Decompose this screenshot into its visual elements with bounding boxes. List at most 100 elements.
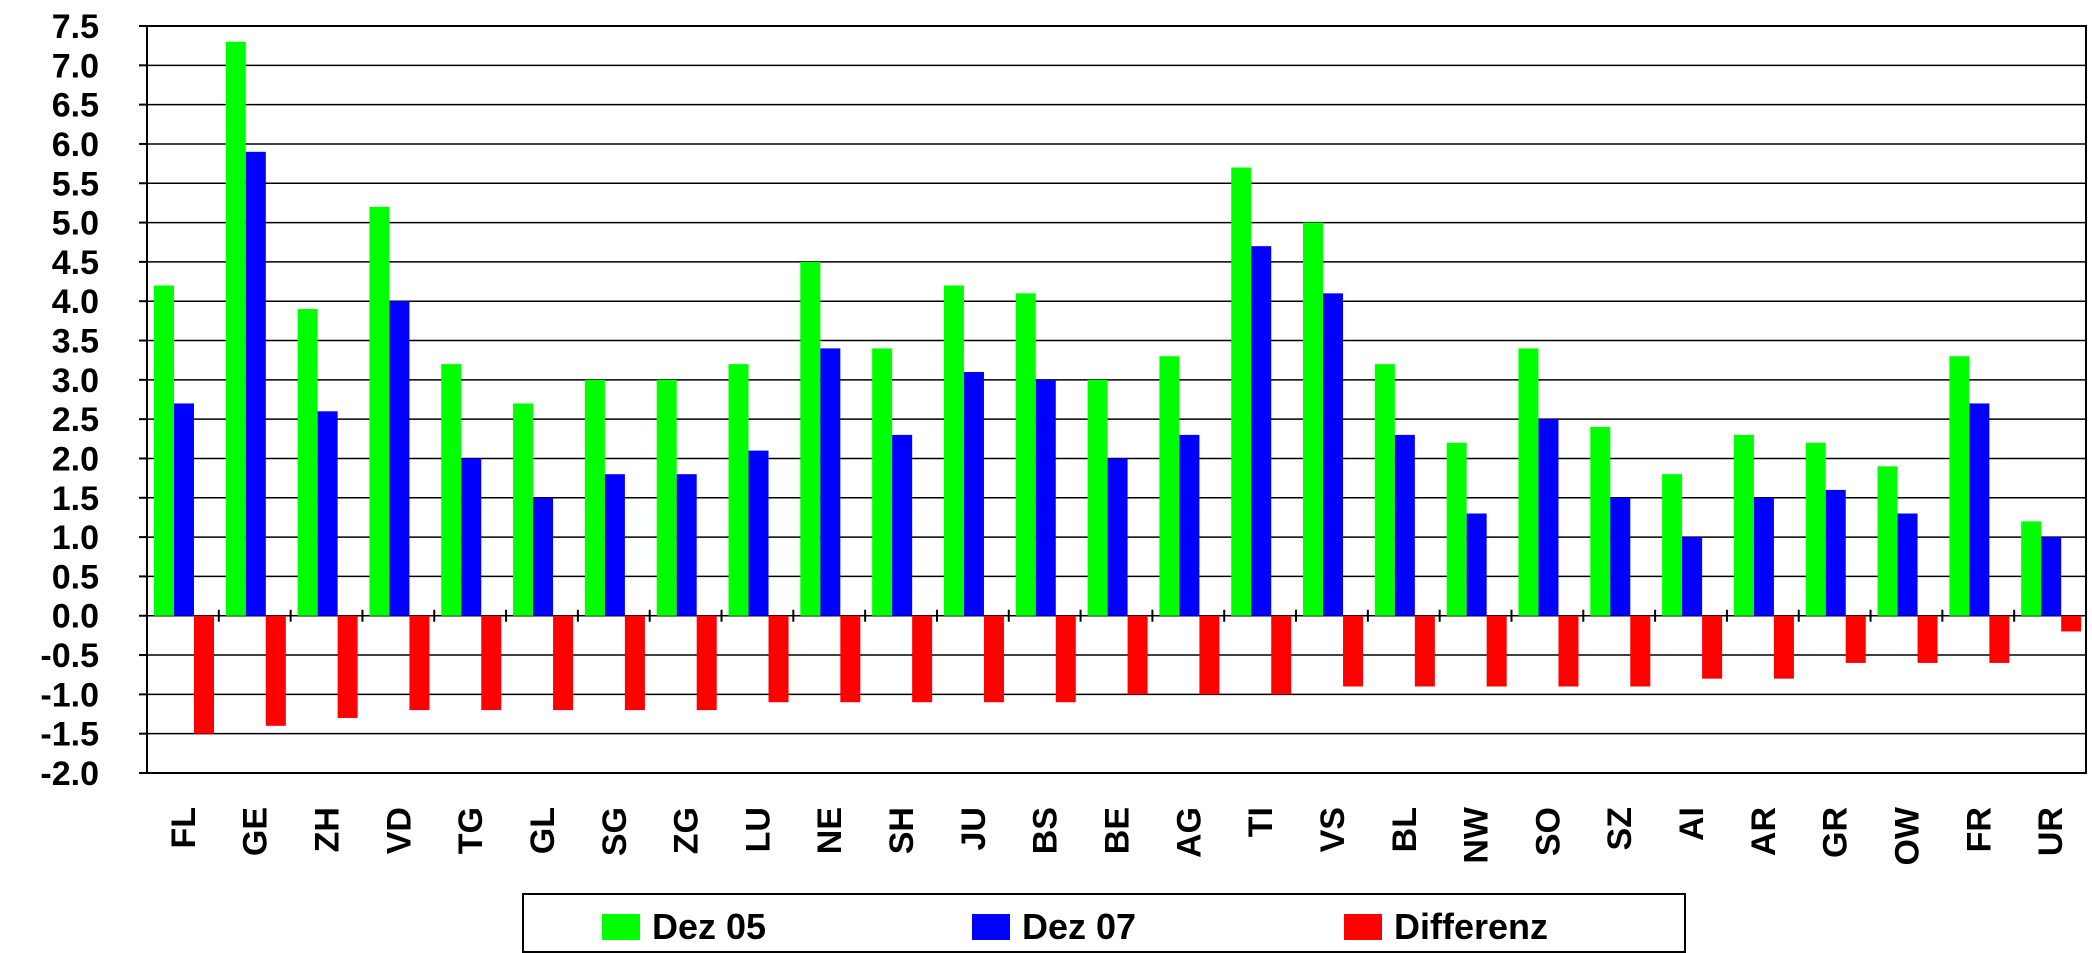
x-tick-label: SG	[596, 807, 634, 856]
x-tick-label: FL	[165, 807, 203, 849]
bar-dez-07-ne	[820, 348, 841, 616]
bar-dez-05-zh	[297, 309, 318, 616]
y-axis: 7.57.06.56.05.55.04.54.03.53.02.52.01.51…	[40, 8, 147, 793]
bar-differenz-ur	[2061, 615, 2082, 632]
bar-dez-07-ag	[1179, 434, 1200, 616]
x-tick-label: LU	[739, 807, 777, 852]
x-tick-label: TG	[452, 807, 490, 854]
bar-dez-07-ge	[245, 151, 266, 616]
x-tick-label: ZG	[668, 807, 706, 854]
x-tick-label: GE	[237, 807, 275, 856]
x-tick-label: TI	[1242, 807, 1280, 837]
bar-dez-05-ge	[225, 41, 246, 616]
bar-dez-05-fl	[154, 285, 174, 616]
bar-dez-05-so	[1518, 348, 1539, 616]
plot-frame	[146, 25, 2087, 774]
bar-dez-05-sh	[872, 348, 893, 616]
bar-differenz-sz	[1630, 615, 1651, 687]
x-tick-label: AR	[1745, 807, 1783, 856]
x-tick-label: VS	[1314, 807, 1352, 852]
bar-dez-07-bl	[1394, 434, 1415, 616]
x-tick-label: GL	[524, 807, 562, 854]
x-tick-label: SO	[1529, 807, 1567, 856]
bar-differenz-fl	[194, 615, 214, 734]
bar-differenz-ow	[1917, 615, 1938, 663]
y-tick-label: 1.0	[52, 519, 99, 557]
y-tick-label: -1.0	[40, 676, 99, 714]
bar-dez-05-zg	[656, 379, 677, 616]
bar-differenz-bl	[1414, 615, 1435, 687]
x-tick-label: NW	[1458, 806, 1496, 864]
x-tick-label: UR	[2032, 807, 2070, 856]
bar-differenz-ge	[265, 615, 286, 726]
bar-dez-07-lu	[748, 450, 769, 616]
legend-item-dez-07: Dez 07	[972, 906, 1136, 947]
bar-dez-05-be	[1087, 379, 1108, 616]
legend-label-dez-05: Dez 05	[652, 906, 767, 947]
legend-swatch-dez-05	[602, 914, 640, 940]
bar-dez-05-ju	[943, 285, 964, 616]
bar-dez-07-zh	[317, 411, 338, 616]
bar-dez-05-nw	[1446, 442, 1467, 616]
bar-dez-07-tg	[461, 458, 482, 616]
bar-differenz-ai	[1702, 615, 1723, 679]
bar-dez-07-ow	[1897, 513, 1918, 616]
y-tick-label: 7.5	[52, 8, 99, 46]
bar-dez-05-tg	[441, 364, 462, 616]
legend-item-differenz: Differenz	[1344, 906, 1549, 947]
bar-dez-07-bs	[1035, 379, 1056, 616]
y-tick-label: 7.0	[52, 47, 99, 85]
y-tick-label: 2.5	[52, 401, 99, 439]
bar-dez-07-ur	[2041, 537, 2062, 616]
bar-differenz-gr	[1845, 615, 1866, 663]
bar-dez-05-sz	[1590, 427, 1611, 616]
y-tick-label: 4.5	[52, 244, 99, 282]
bar-differenz-vd	[409, 615, 430, 711]
bar-dez-05-ur	[2021, 521, 2042, 616]
legend: Dez 05 Dez 07 Differenz	[522, 893, 1686, 953]
y-tick-label: 5.5	[52, 165, 99, 203]
y-tick-label: 2.0	[52, 440, 99, 478]
y-tick-label: 4.0	[52, 283, 99, 321]
bar-differenz-ar	[1773, 615, 1794, 679]
bar-dez-07-ju	[963, 371, 984, 616]
bar-differenz-ju	[983, 615, 1004, 703]
bar-differenz-lu	[768, 615, 789, 703]
bar-dez-05-sg	[584, 379, 605, 616]
bar-differenz-nw	[1486, 615, 1507, 687]
bar-dez-07-ti	[1251, 246, 1272, 616]
legend-swatch-dez-07	[972, 914, 1010, 940]
bar-dez-05-lu	[728, 364, 749, 616]
x-tick-label: VD	[380, 807, 418, 854]
bar-dez-07-sz	[1610, 497, 1631, 616]
bar-differenz-tg	[481, 615, 502, 711]
bar-dez-07-vd	[389, 301, 410, 616]
bar-differenz-ti	[1271, 615, 1292, 695]
y-tick-label: -0.5	[40, 637, 99, 675]
bar-differenz-sg	[624, 615, 645, 711]
bar-differenz-fr	[1989, 615, 2010, 663]
x-tick-label: BL	[1386, 807, 1424, 852]
bar-dez-05-fr	[1949, 356, 1970, 616]
x-tick-label: AI	[1673, 807, 1711, 841]
bar-differenz-zh	[337, 615, 358, 718]
x-tick-label: NE	[811, 807, 849, 854]
bar-differenz-sh	[912, 615, 933, 703]
bar-differenz-bs	[1055, 615, 1076, 703]
x-tick-label: GR	[1817, 807, 1855, 858]
y-tick-label: 0.0	[52, 598, 99, 636]
bars	[154, 41, 2082, 734]
bar-dez-05-bs	[1015, 293, 1036, 616]
y-tick-label: -2.0	[40, 755, 99, 793]
legend-label-differenz: Differenz	[1394, 906, 1549, 947]
bar-dez-07-fr	[1969, 403, 1990, 616]
bar-dez-07-so	[1538, 419, 1559, 616]
bar-dez-05-vd	[369, 206, 390, 616]
bar-dez-05-gr	[1805, 442, 1826, 616]
x-tick-label: BS	[1027, 807, 1065, 854]
bar-dez-07-be	[1107, 458, 1128, 616]
x-axis: FL GE ZH VD TG GL SG ZG LU NE SH JU BS BE AG TI VS BL NW SO…	[146, 609, 2087, 866]
bar-dez-05-ag	[1159, 356, 1180, 616]
x-tick-label: ZH	[309, 807, 347, 852]
